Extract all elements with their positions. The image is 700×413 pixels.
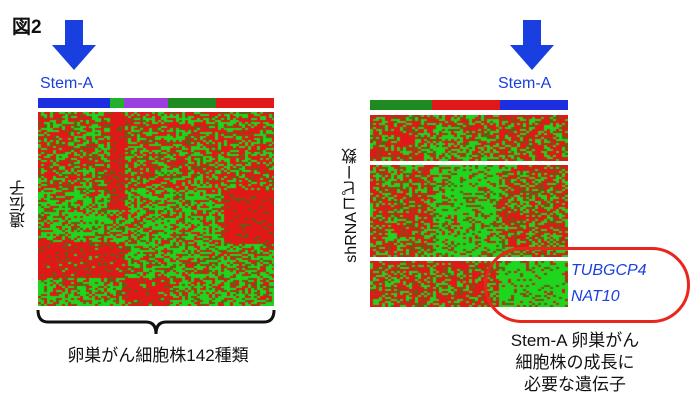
right-group-color-strip: [370, 100, 568, 110]
left-gene-expression-heatmap: [38, 112, 274, 306]
right-caption-line-2: 細胞株の成長に: [515, 353, 635, 372]
right-heatmap-block-middle: [370, 165, 568, 257]
left-caption: 卵巣がん細胞株142種類: [67, 346, 249, 365]
right-heatmap-block-bottom: [370, 261, 568, 307]
strip-segment-blue: [38, 98, 110, 108]
left-down-arrow-icon: [52, 20, 96, 70]
strip-segment-green: [168, 98, 216, 108]
highlight-oval: [484, 247, 690, 323]
right-stem-a-label: Stem-A: [498, 75, 552, 92]
left-stem-a-label: Stem-A: [40, 75, 94, 92]
strip-segment-red: [216, 98, 274, 108]
left-bracket-icon: [36, 309, 276, 335]
right-down-arrow-icon: [510, 20, 554, 70]
right-heatmap-block-top: [370, 115, 568, 161]
left-y-axis-label: 遺伝子: [11, 180, 28, 228]
strip-segment-green-light: [110, 98, 124, 108]
figure-label: 図2: [12, 17, 42, 38]
right-y-axis-label: shRNAコピー数: [343, 148, 360, 263]
strip-segment-red: [432, 100, 500, 110]
right-caption-line-3: 必要な遺伝子: [524, 375, 626, 394]
left-group-color-strip: [38, 98, 274, 108]
strip-segment-blue: [500, 100, 568, 110]
strip-segment-green: [370, 100, 432, 110]
gene-label-2: NAT10: [571, 288, 620, 305]
strip-segment-purple: [124, 98, 168, 108]
right-caption: Stem-A 卵巣がん 細胞株の成長に 必要な遺伝子: [490, 330, 660, 396]
right-caption-line-1: Stem-A 卵巣がん: [510, 331, 640, 350]
gene-label-1: TUBGCP4: [571, 262, 647, 279]
